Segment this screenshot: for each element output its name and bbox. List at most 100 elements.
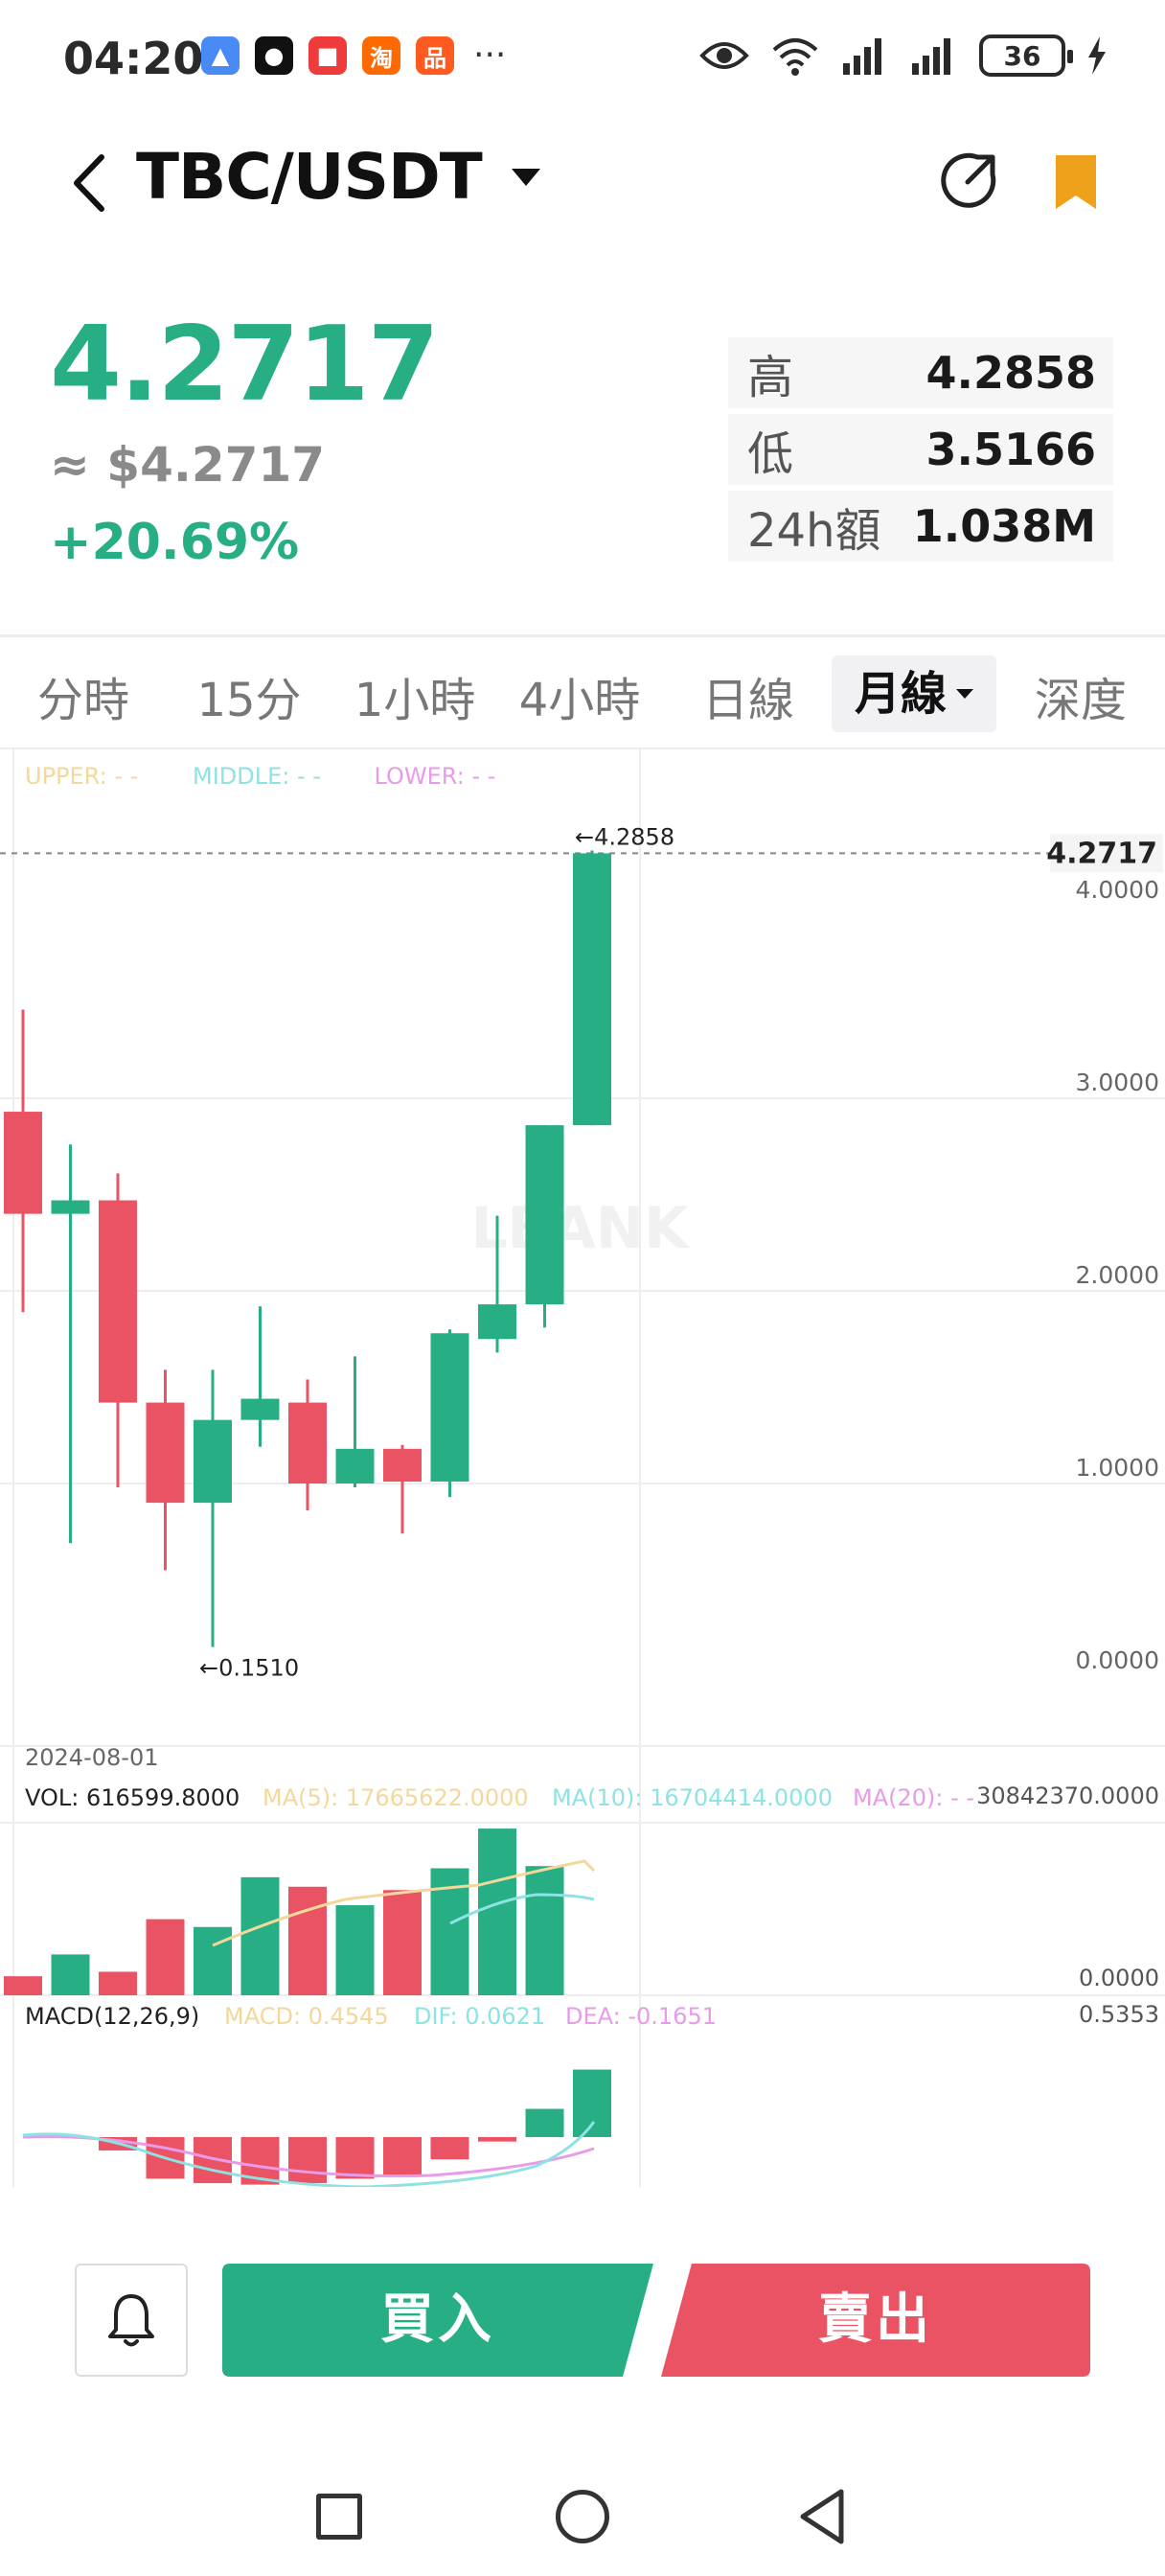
volume-bar bbox=[146, 1919, 185, 1995]
bookmark-icon[interactable] bbox=[1054, 153, 1098, 211]
nav-back-button[interactable] bbox=[797, 2488, 847, 2545]
candle-body bbox=[335, 1448, 375, 1484]
status-app-icons: ▲ ● ■ 淘品 ··· bbox=[201, 36, 506, 75]
share-icon[interactable] bbox=[939, 150, 1000, 211]
header: TBC/USDT bbox=[0, 125, 1165, 240]
x-axis-date: 2024-08-01 bbox=[25, 1744, 158, 1771]
sell-button[interactable]: 賣出 bbox=[661, 2264, 1090, 2377]
taobao-icon: 淘 bbox=[362, 36, 400, 75]
macd-histogram-bar bbox=[478, 2137, 516, 2142]
charging-icon bbox=[1088, 36, 1106, 75]
stat-row-low: 低 3.5166 bbox=[728, 414, 1113, 485]
stat-row-volume: 24h額 1.038M bbox=[728, 491, 1113, 562]
chevron-down-icon[interactable] bbox=[510, 167, 542, 188]
candle-body bbox=[146, 1402, 185, 1504]
candle-body bbox=[99, 1200, 137, 1403]
signal-icon-2 bbox=[912, 38, 950, 75]
pair-title[interactable]: TBC/USDT bbox=[136, 140, 483, 214]
volume-bar bbox=[525, 1866, 564, 1995]
interval-tabs: 分時 15分 1小時 4小時 日線 月線 深度 bbox=[0, 648, 1165, 753]
y-tick-label: 2.0000 bbox=[1076, 1261, 1159, 1289]
macd-histogram-bar bbox=[383, 2137, 422, 2176]
volume-bar bbox=[240, 1876, 280, 1995]
stat-label: 高 bbox=[747, 351, 794, 404]
volume-bar bbox=[288, 1886, 327, 1995]
y-tick-label: 4.0000 bbox=[1076, 876, 1159, 904]
volume-legend-label: MA(5): 17665622.0000 bbox=[263, 1784, 529, 1811]
stat-label: 低 bbox=[747, 427, 794, 481]
battery-level: 36 bbox=[1003, 39, 1041, 72]
status-indicators: 36 bbox=[699, 34, 1108, 77]
signal-icon bbox=[843, 38, 881, 75]
tab-depth[interactable]: 深度 bbox=[1034, 674, 1127, 727]
tab-monthly[interactable]: 月線 bbox=[832, 656, 996, 732]
candle-body bbox=[478, 1304, 516, 1340]
macd-legend-label: MACD: 0.4545 bbox=[224, 2003, 389, 2030]
drive-icon: ▲ bbox=[201, 36, 240, 75]
sell-label: 賣出 bbox=[818, 2288, 933, 2351]
watermark: LBANK bbox=[470, 1195, 691, 1262]
current-price-tag: 4.2717 bbox=[1046, 837, 1157, 870]
bell-icon bbox=[108, 2294, 154, 2347]
divider bbox=[0, 634, 1165, 637]
macd-dif-line bbox=[22, 2121, 596, 2187]
macd-histogram-bar bbox=[573, 2069, 611, 2137]
volume-legend-label: VOL: 616599.8000 bbox=[25, 1784, 240, 1811]
low-price-marker: ←0.1510 bbox=[199, 1655, 299, 1682]
volume-bar bbox=[335, 1905, 375, 1995]
candle-body bbox=[194, 1419, 232, 1504]
buy-button-shape bbox=[222, 2264, 653, 2377]
candle-body bbox=[383, 1448, 422, 1482]
kline-chart-svg[interactable]: LBANK UPPER: - - MIDDLE: - - LOWER: - - 4.00… bbox=[0, 749, 1165, 2187]
boll-legend-label: MIDDLE: - - bbox=[193, 763, 321, 790]
high-price-marker: ←4.2858 bbox=[575, 824, 674, 851]
last-price: 4.2717 bbox=[50, 305, 440, 425]
back-button[interactable] bbox=[63, 151, 121, 215]
stat-row-high: 高 4.2858 bbox=[728, 337, 1113, 408]
change-percent: +20.69% bbox=[50, 514, 300, 571]
kline-chart[interactable]: LBANK UPPER: - - MIDDLE: - - LOWER: - - 4.00… bbox=[0, 749, 1165, 2187]
volume-bar bbox=[99, 1971, 137, 1995]
boll-legend-label: LOWER: - - bbox=[375, 763, 496, 790]
recents-button[interactable] bbox=[316, 2494, 362, 2540]
candle-body bbox=[573, 853, 611, 1126]
tab-15m[interactable]: 15分 bbox=[196, 674, 302, 727]
system-nav-bar bbox=[0, 2453, 1165, 2576]
y-tick-label: 0.0000 bbox=[1076, 1646, 1159, 1674]
volume-bar bbox=[478, 1828, 516, 1995]
macd-legend-label: DEA: -0.1651 bbox=[565, 2003, 717, 2030]
tab-1h[interactable]: 1小時 bbox=[354, 674, 476, 727]
more-notifications-icon: ··· bbox=[473, 35, 507, 75]
macd-histogram-bar bbox=[525, 2108, 564, 2137]
macd-dea-line bbox=[22, 2134, 595, 2178]
tab-4h[interactable]: 4小時 bbox=[518, 674, 641, 727]
volume-ma10-line bbox=[449, 1893, 595, 1925]
stat-value: 1.038M bbox=[912, 500, 1096, 552]
tab-timeshare[interactable]: 分時 bbox=[36, 674, 129, 727]
caret-down-icon bbox=[956, 689, 973, 699]
tab-daily[interactable]: 日線 bbox=[701, 674, 794, 727]
volume-bar bbox=[383, 1890, 422, 1995]
qq-icon: ● bbox=[255, 36, 293, 75]
buy-button[interactable]: 買入 bbox=[222, 2264, 653, 2377]
battery-indicator: 36 bbox=[979, 34, 1073, 77]
macd-histogram-bar bbox=[335, 2137, 375, 2179]
macd-histogram-bar bbox=[430, 2137, 469, 2160]
macd-legend-label: MACD(12,26,9) bbox=[25, 2003, 199, 2030]
price-alert-button[interactable] bbox=[75, 2264, 188, 2377]
candle-body bbox=[288, 1402, 327, 1484]
sell-button-shape bbox=[661, 2264, 1090, 2377]
stat-value: 4.2858 bbox=[925, 347, 1096, 399]
volume-bar bbox=[194, 1926, 232, 1995]
wifi-icon bbox=[772, 38, 818, 76]
volume-legend-label: MA(20): - - bbox=[853, 1784, 974, 1811]
boll-legend-label: UPPER: - - bbox=[25, 763, 138, 790]
candle-body bbox=[525, 1125, 564, 1305]
candle-body bbox=[240, 1398, 280, 1420]
macd-histogram-bar bbox=[288, 2137, 327, 2184]
macd-max-label: 0.5353 bbox=[1079, 2001, 1159, 2028]
usd-price: ≈ $4.2717 bbox=[50, 437, 326, 493]
candle-body bbox=[4, 1112, 42, 1214]
macd-legend-label: DIF: 0.0621 bbox=[414, 2003, 545, 2030]
home-button[interactable] bbox=[556, 2490, 609, 2543]
